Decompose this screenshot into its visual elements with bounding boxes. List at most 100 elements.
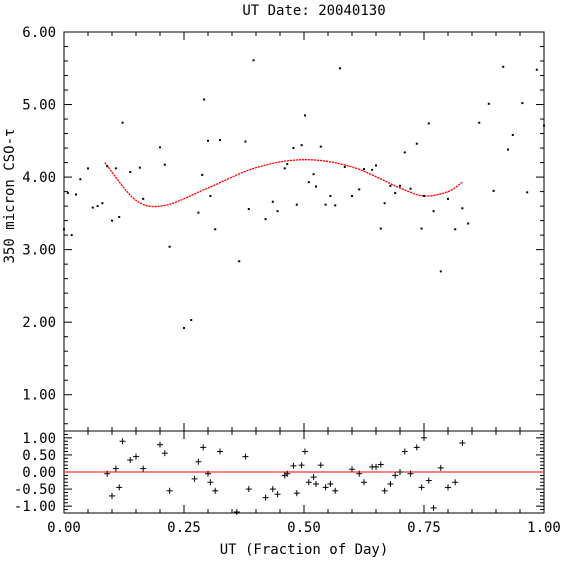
data-point xyxy=(351,194,353,197)
data-point xyxy=(403,151,406,154)
residual-point xyxy=(392,472,399,479)
bottom-y-tick-labels: -1.00-0.500.000.501.00 xyxy=(14,431,56,515)
residual-point xyxy=(207,479,214,486)
data-point xyxy=(214,228,217,231)
data-point xyxy=(303,114,306,117)
data-point xyxy=(420,227,423,230)
residual-point xyxy=(349,466,355,473)
residual-point xyxy=(217,448,223,455)
residual-point xyxy=(112,465,119,472)
residual-point xyxy=(205,470,211,477)
data-point xyxy=(339,67,341,70)
data-point xyxy=(292,147,295,150)
data-point xyxy=(114,167,117,170)
data-point xyxy=(507,148,509,151)
data-point xyxy=(461,207,464,210)
data-point xyxy=(129,171,132,174)
residual-point xyxy=(305,479,312,486)
residual-point xyxy=(290,462,297,469)
residual-point xyxy=(317,462,324,469)
data-point xyxy=(415,142,418,145)
residual-point xyxy=(387,480,394,487)
data-point xyxy=(454,228,457,231)
y-tick-label: 3.00 xyxy=(22,243,56,259)
data-point xyxy=(197,211,200,214)
residual-point xyxy=(166,487,173,494)
residual-point xyxy=(284,470,291,477)
data-point xyxy=(312,173,315,176)
x-tick-label: 0.75 xyxy=(407,520,441,536)
residual-y-tick-label: 0.50 xyxy=(22,448,56,464)
top-ticks xyxy=(63,31,545,431)
x-tick-label: 0.50 xyxy=(287,520,321,536)
bottom-ticks xyxy=(63,431,545,513)
data-point xyxy=(63,228,65,231)
residual-point xyxy=(161,450,168,457)
data-point xyxy=(423,194,425,197)
residual-y-tick-label: 1.00 xyxy=(22,431,56,447)
data-point xyxy=(209,194,212,197)
data-point xyxy=(394,192,397,195)
residual-point xyxy=(127,457,134,464)
residual-point xyxy=(425,477,432,484)
data-point xyxy=(389,184,392,187)
x-tick-label: 1.00 xyxy=(527,520,561,536)
data-point xyxy=(439,270,442,273)
data-point xyxy=(276,210,279,213)
data-point xyxy=(283,167,286,170)
residual-point xyxy=(245,486,252,493)
residual-point xyxy=(310,474,317,481)
residual-point xyxy=(459,439,466,446)
y-tick-label: 4.00 xyxy=(22,170,56,186)
residual-point xyxy=(116,484,123,491)
y-tick-label: 6.00 xyxy=(22,25,56,41)
residual-point xyxy=(397,469,403,475)
residual-point xyxy=(298,462,305,469)
residual-point xyxy=(262,494,269,501)
data-point xyxy=(358,188,361,191)
residual-point xyxy=(413,444,420,451)
residual-point xyxy=(119,438,126,445)
residual-point xyxy=(381,487,388,494)
data-point xyxy=(427,122,430,125)
x-tick-label: 0.25 xyxy=(167,520,201,536)
residual-point xyxy=(104,470,111,477)
residual-point xyxy=(356,470,363,477)
bottom-panel: -1.00-0.500.000.501.00 0.00 0.25 0.50 0.75 1… xyxy=(14,430,561,558)
data-point xyxy=(363,168,365,171)
data-point xyxy=(70,234,73,237)
residual-point xyxy=(313,480,319,487)
data-point xyxy=(383,202,386,205)
data-point xyxy=(66,192,69,195)
residual-point xyxy=(157,441,163,448)
residual-point xyxy=(274,491,281,498)
fit-curve xyxy=(104,159,463,208)
chart-title: UT Date: 20040130 xyxy=(242,3,385,19)
data-point xyxy=(101,202,104,205)
data-point xyxy=(343,165,346,168)
data-point xyxy=(286,163,289,166)
residual-point xyxy=(140,465,147,472)
data-point xyxy=(238,260,241,263)
y-tick-label: 5.00 xyxy=(22,98,56,114)
residual-y-tick-label: -1.00 xyxy=(14,499,56,515)
data-point xyxy=(329,194,332,197)
data-point xyxy=(319,145,322,148)
residual-point xyxy=(377,461,384,468)
data-point xyxy=(190,319,193,322)
data-point xyxy=(492,189,495,192)
data-point xyxy=(487,102,490,105)
residual-y-tick-label: 0.00 xyxy=(22,465,56,481)
residual-point xyxy=(293,490,300,497)
residual-point xyxy=(327,480,334,487)
data-point xyxy=(163,163,166,166)
data-point xyxy=(118,215,121,218)
residual-point xyxy=(109,492,115,499)
residual-point xyxy=(373,463,379,470)
top-y-tick-labels: 1.00 2.00 3.00 4.00 5.00 6.00 xyxy=(22,25,56,404)
data-point xyxy=(207,139,209,142)
data-point xyxy=(447,197,449,200)
top-data-points xyxy=(63,59,545,329)
data-point xyxy=(543,124,545,127)
